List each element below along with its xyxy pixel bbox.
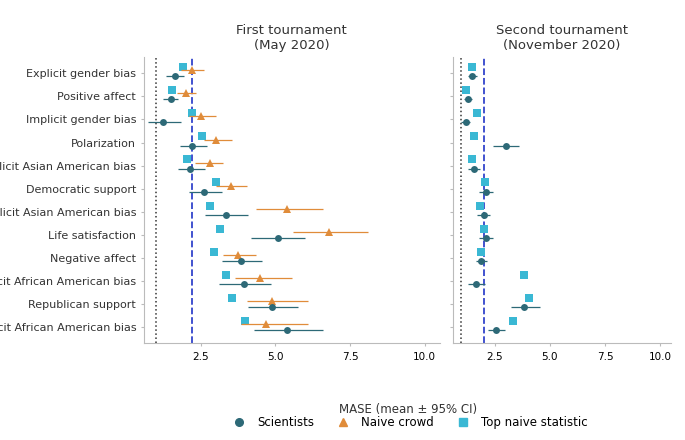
Title: First tournament
(May 2020): First tournament (May 2020) [236,24,347,52]
Legend: Scientists, Naive crowd, Top naive statistic: Scientists, Naive crowd, Top naive stati… [223,412,593,434]
Title: Second tournament
(November 2020): Second tournament (November 2020) [496,24,628,52]
Text: MASE (mean ± 95% CI): MASE (mean ± 95% CI) [338,403,477,416]
